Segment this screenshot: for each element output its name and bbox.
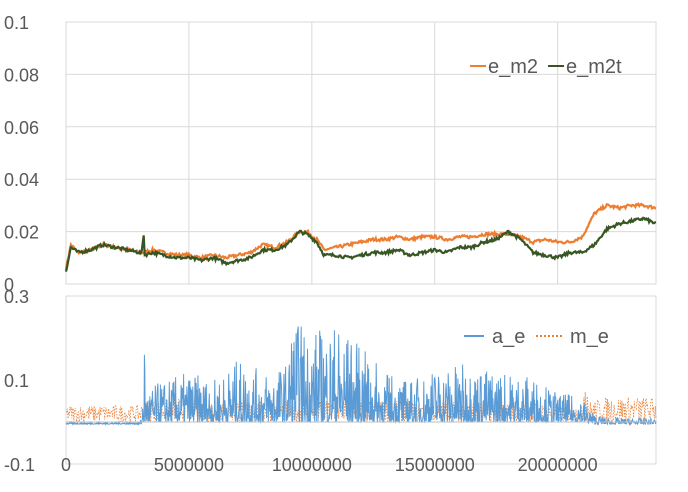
bottom-y-tick-label: 0.1 (4, 371, 29, 391)
bottom-x-tick-label: 15000000 (395, 455, 475, 475)
bottom-x-tick-labels: 0 5000000 10000000 15000000 20000000 (61, 455, 598, 475)
top-y-tick-label: 0.04 (4, 170, 39, 190)
bottom-x-tick-label: 0 (61, 455, 71, 475)
bottom-legend: a_e m_e (464, 326, 609, 348)
legend-label-m-e: m_e (570, 326, 609, 348)
bottom-x-tick-label: 20000000 (518, 455, 598, 475)
series-line-e-m2 (64, 202, 657, 271)
top-y-tick-label: 0.06 (4, 118, 39, 138)
top-y-tick-label: 0.1 (4, 13, 29, 33)
series-line-e-m2t (64, 216, 657, 272)
top-y-tick-label: 0 (4, 275, 14, 295)
bottom-y-tick-label: 0.3 (4, 287, 29, 307)
bottom-plot-area (65, 295, 657, 465)
top-series-lines (64, 202, 657, 272)
bottom-chart: 0.3 0.1 -0.1 0 5000000 10000000 15000000 20000… (4, 287, 657, 475)
legend-label-a-e: a_e (492, 326, 525, 348)
top-legend: e_m2 e_m2t (470, 56, 622, 78)
top-chart: 0.1 0.08 0.06 0.04 0.02 0 e_m2 e_m2t (4, 13, 657, 295)
series-line-m-e (65, 392, 657, 423)
top-y-tick-labels: 0.1 0.08 0.06 0.04 0.02 0 (4, 13, 39, 295)
bottom-x-tick-label: 5000000 (154, 455, 224, 475)
legend-label-e-m2: e_m2 (488, 56, 538, 78)
bottom-y-tick-label: -0.1 (4, 455, 35, 475)
top-y-tick-label: 0.02 (4, 223, 39, 243)
legend-label-e-m2t: e_m2t (566, 56, 622, 78)
bottom-x-tick-label: 10000000 (272, 455, 352, 475)
top-y-tick-label: 0.08 (4, 65, 39, 85)
bottom-y-tick-labels: 0.3 0.1 -0.1 (4, 287, 35, 475)
